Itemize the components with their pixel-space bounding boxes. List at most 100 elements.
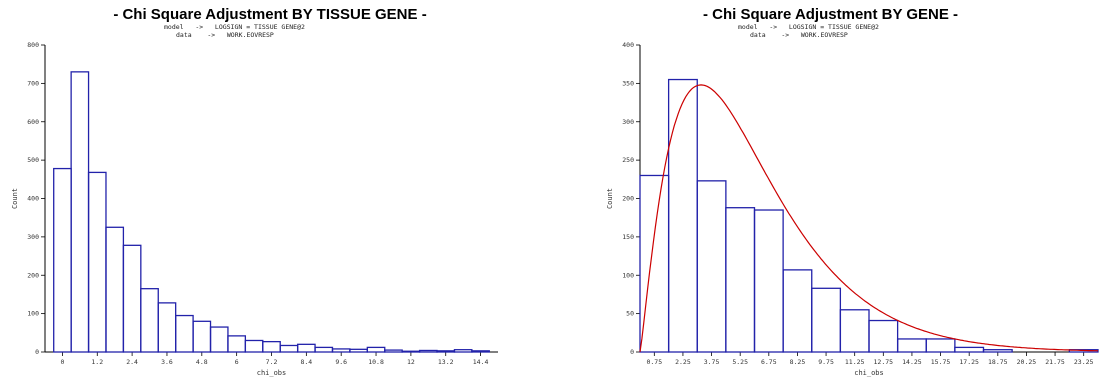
y-tick-label: 150 <box>622 233 634 241</box>
histogram-bar <box>954 346 985 353</box>
x-tick-label: 20.25 <box>1017 358 1037 366</box>
chart-title: - Chi Square Adjustment BY GENE - <box>702 6 959 23</box>
x-tick-label: 4.8 <box>196 358 208 366</box>
y-tick-label: 400 <box>27 195 39 203</box>
subtitle-key: model <box>738 23 758 31</box>
x-tick-label: 12 <box>407 358 415 366</box>
y-tick-label: 250 <box>622 156 634 164</box>
y-axis-title: Count <box>606 188 614 209</box>
histogram-bar <box>811 287 842 353</box>
y-tick-label: 350 <box>622 79 634 87</box>
x-tick-label: 6 <box>235 358 239 366</box>
y-tick-label: 50 <box>626 310 634 318</box>
x-tick-label: 0.75 <box>646 358 662 366</box>
x-tick-label: 11.25 <box>845 358 865 366</box>
x-tick-label: 1.2 <box>91 358 103 366</box>
x-tick-label: 10.8 <box>368 358 384 366</box>
subtitle-key: model <box>164 23 184 31</box>
density-curve <box>639 84 1099 353</box>
y-tick-label: 200 <box>622 195 634 203</box>
histogram-bar <box>453 349 473 353</box>
subtitle-value: WORK.EOVRESP <box>226 31 274 39</box>
histogram-bar <box>384 349 403 353</box>
histogram-bar <box>209 326 229 353</box>
x-tick-label: 23.25 <box>1074 358 1094 366</box>
y-tick-label: 400 <box>622 41 634 49</box>
histogram-bar <box>401 350 421 353</box>
x-tick-label: 3.6 <box>161 358 173 366</box>
histogram-bar <box>192 320 212 353</box>
histogram-bar <box>436 350 456 353</box>
histogram-bar <box>122 244 142 353</box>
histogram-bar <box>418 349 438 353</box>
x-tick-label: 14.4 <box>473 358 489 366</box>
chart-subtitle-data: data -> WORK.EOVRESP <box>750 31 848 39</box>
histogram-bar <box>782 269 813 353</box>
histogram-bar <box>87 171 107 353</box>
y-tick-label: 700 <box>27 79 39 87</box>
histogram-bar <box>314 346 334 353</box>
y-tick-label: 0 <box>35 348 39 356</box>
x-tick-label: 18.75 <box>988 358 1008 366</box>
histogram-bar <box>925 338 956 353</box>
histogram-right: 0 50 100 150 200 250 300 350 400 Count 0.75 2.25 3.7… <box>606 41 1099 377</box>
histogram-bar <box>667 78 698 353</box>
chart-subtitle-data: data -> WORK.EOVRESP <box>176 31 274 39</box>
y-tick-label: 300 <box>622 118 634 126</box>
chart-panel-left: - Chi Square Adjustment BY TISSUE GENE -… <box>0 0 540 379</box>
histogram-bar <box>471 350 490 353</box>
x-tick-label: 9.6 <box>335 358 347 366</box>
histogram-bar <box>1068 349 1099 353</box>
x-tick-label: 14.25 <box>902 358 922 366</box>
histogram-bar <box>105 226 125 353</box>
subtitle-arrow: -> <box>207 31 216 39</box>
subtitle-arrow: -> <box>195 23 204 31</box>
x-axis-title: chi_obs <box>854 369 884 377</box>
histogram-bar <box>53 167 72 353</box>
x-tick-label: 0 <box>60 358 64 366</box>
histogram-bar <box>896 338 927 353</box>
y-tick-label: 300 <box>27 233 39 241</box>
y-axis-title: Count <box>11 188 19 209</box>
x-tick-label: 15.75 <box>931 358 951 366</box>
y-tick-label: 500 <box>27 156 39 164</box>
x-tick-label: 8.4 <box>300 358 312 366</box>
histogram-bar <box>157 302 177 353</box>
chart-title: - Chi Square Adjustment BY TISSUE GENE - <box>113 6 427 23</box>
histogram-bar <box>331 348 351 353</box>
x-tick-label: 2.4 <box>126 358 138 366</box>
histogram-bar <box>868 319 899 353</box>
x-tick-label: 9.75 <box>818 358 834 366</box>
subtitle-value: WORK.EOVRESP <box>800 31 848 39</box>
y-tick-label: 200 <box>27 271 39 279</box>
histogram-bar <box>262 340 281 353</box>
x-tick-label: 12.75 <box>874 358 894 366</box>
histogram-bar <box>140 288 159 353</box>
subtitle-key: data <box>750 31 766 39</box>
y-tick-label: 0 <box>630 348 634 356</box>
x-tick-label: 17.25 <box>959 358 979 366</box>
histogram-bar <box>366 346 386 353</box>
histogram-bar <box>839 309 870 353</box>
y-tick-label: 100 <box>27 310 39 318</box>
histogram-bar <box>296 343 316 353</box>
histogram-bar <box>753 209 784 353</box>
chart-subtitle-model: model -> LOGSIGN = TISSUE GENE@2 <box>164 23 305 31</box>
x-tick-label: 8.25 <box>790 358 806 366</box>
histogram-bar <box>175 314 194 353</box>
histogram-bar <box>244 339 264 353</box>
x-tick-label: 3.75 <box>704 358 720 366</box>
subtitle-value: LOGSIGN = TISSUE GENE@2 <box>788 23 879 31</box>
histogram-bar <box>70 71 90 353</box>
subtitle-arrow: -> <box>769 23 778 31</box>
histogram-left: 0 100 200 300 400 500 600 700 800 Count 0 1.2 2.4 3.6… <box>11 41 498 377</box>
y-tick-label: 100 <box>622 271 634 279</box>
x-tick-label: 13.2 <box>438 358 454 366</box>
histogram-bar <box>279 344 299 353</box>
subtitle-value: LOGSIGN = TISSUE GENE@2 <box>214 23 305 31</box>
histogram-bar <box>696 180 727 353</box>
histogram-bar <box>982 349 1013 353</box>
x-tick-label: 7.2 <box>266 358 278 366</box>
x-tick-label: 21.75 <box>1045 358 1065 366</box>
chart-subtitle-model: model -> LOGSIGN = TISSUE GENE@2 <box>738 23 879 31</box>
